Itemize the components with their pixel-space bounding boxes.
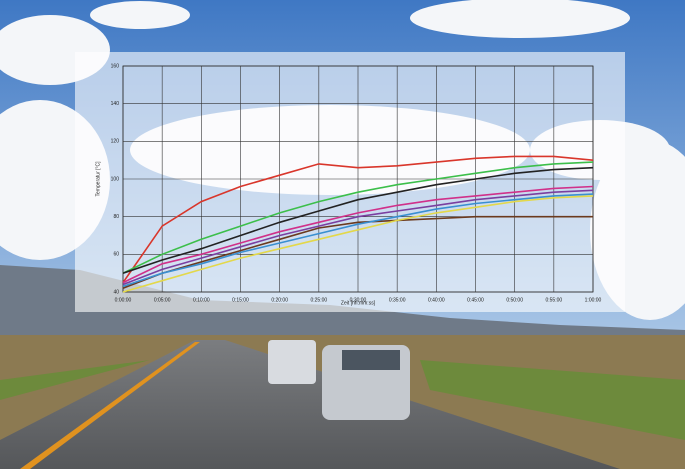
car-window: [342, 350, 400, 370]
x-tick-label: 0:40:00: [428, 297, 445, 303]
x-tick-label: 0:00:00: [115, 297, 132, 303]
grass: [420, 360, 685, 440]
x-tick-label: 0:50:00: [506, 297, 523, 303]
mountains: [0, 265, 685, 345]
y-tick-label: 100: [111, 176, 120, 182]
series-line: [122, 195, 594, 293]
x-tick-label: 0:25:00: [310, 297, 327, 303]
series-line: [122, 166, 594, 274]
series-line: [122, 215, 593, 289]
x-tick-label: 0:55:00: [545, 297, 562, 303]
lane-line: [20, 342, 200, 469]
series-line: [122, 189, 594, 286]
y-tick-label: 120: [111, 139, 120, 145]
x-axis-label: Zeit [hh:mm:ss]: [341, 300, 376, 306]
x-tick-label: 0:35:00: [389, 297, 406, 303]
y-tick-label: 160: [111, 63, 120, 69]
chart-panel: [75, 52, 625, 312]
y-tick-label: 80: [113, 214, 119, 220]
chart: Temperatur [°C] Zeit [hh:mm:ss] 40 60 80 10…: [95, 63, 601, 306]
x-tick-label: 0:20:00: [271, 297, 288, 303]
series-line: [122, 155, 594, 284]
x-tick-label: 1:00:00: [585, 297, 602, 303]
series-line: [122, 185, 594, 284]
x-tick-label: 0:45:00: [467, 297, 484, 303]
series-line: [122, 161, 594, 274]
x-tick-label: 0:30:00: [350, 297, 367, 303]
y-axis-label: Temperatur [°C]: [95, 161, 101, 197]
van: [268, 340, 316, 384]
x-tick-label: 0:05:00: [154, 297, 171, 303]
grass-left: [0, 360, 150, 400]
x-tick-label: 0:15:00: [232, 297, 249, 303]
y-tick-label: 140: [111, 101, 120, 107]
y-tick-label: 40: [113, 289, 119, 295]
series-line: [122, 193, 594, 288]
y-tick-label: 60: [113, 252, 119, 258]
x-tick-label: 0:10:00: [193, 297, 210, 303]
